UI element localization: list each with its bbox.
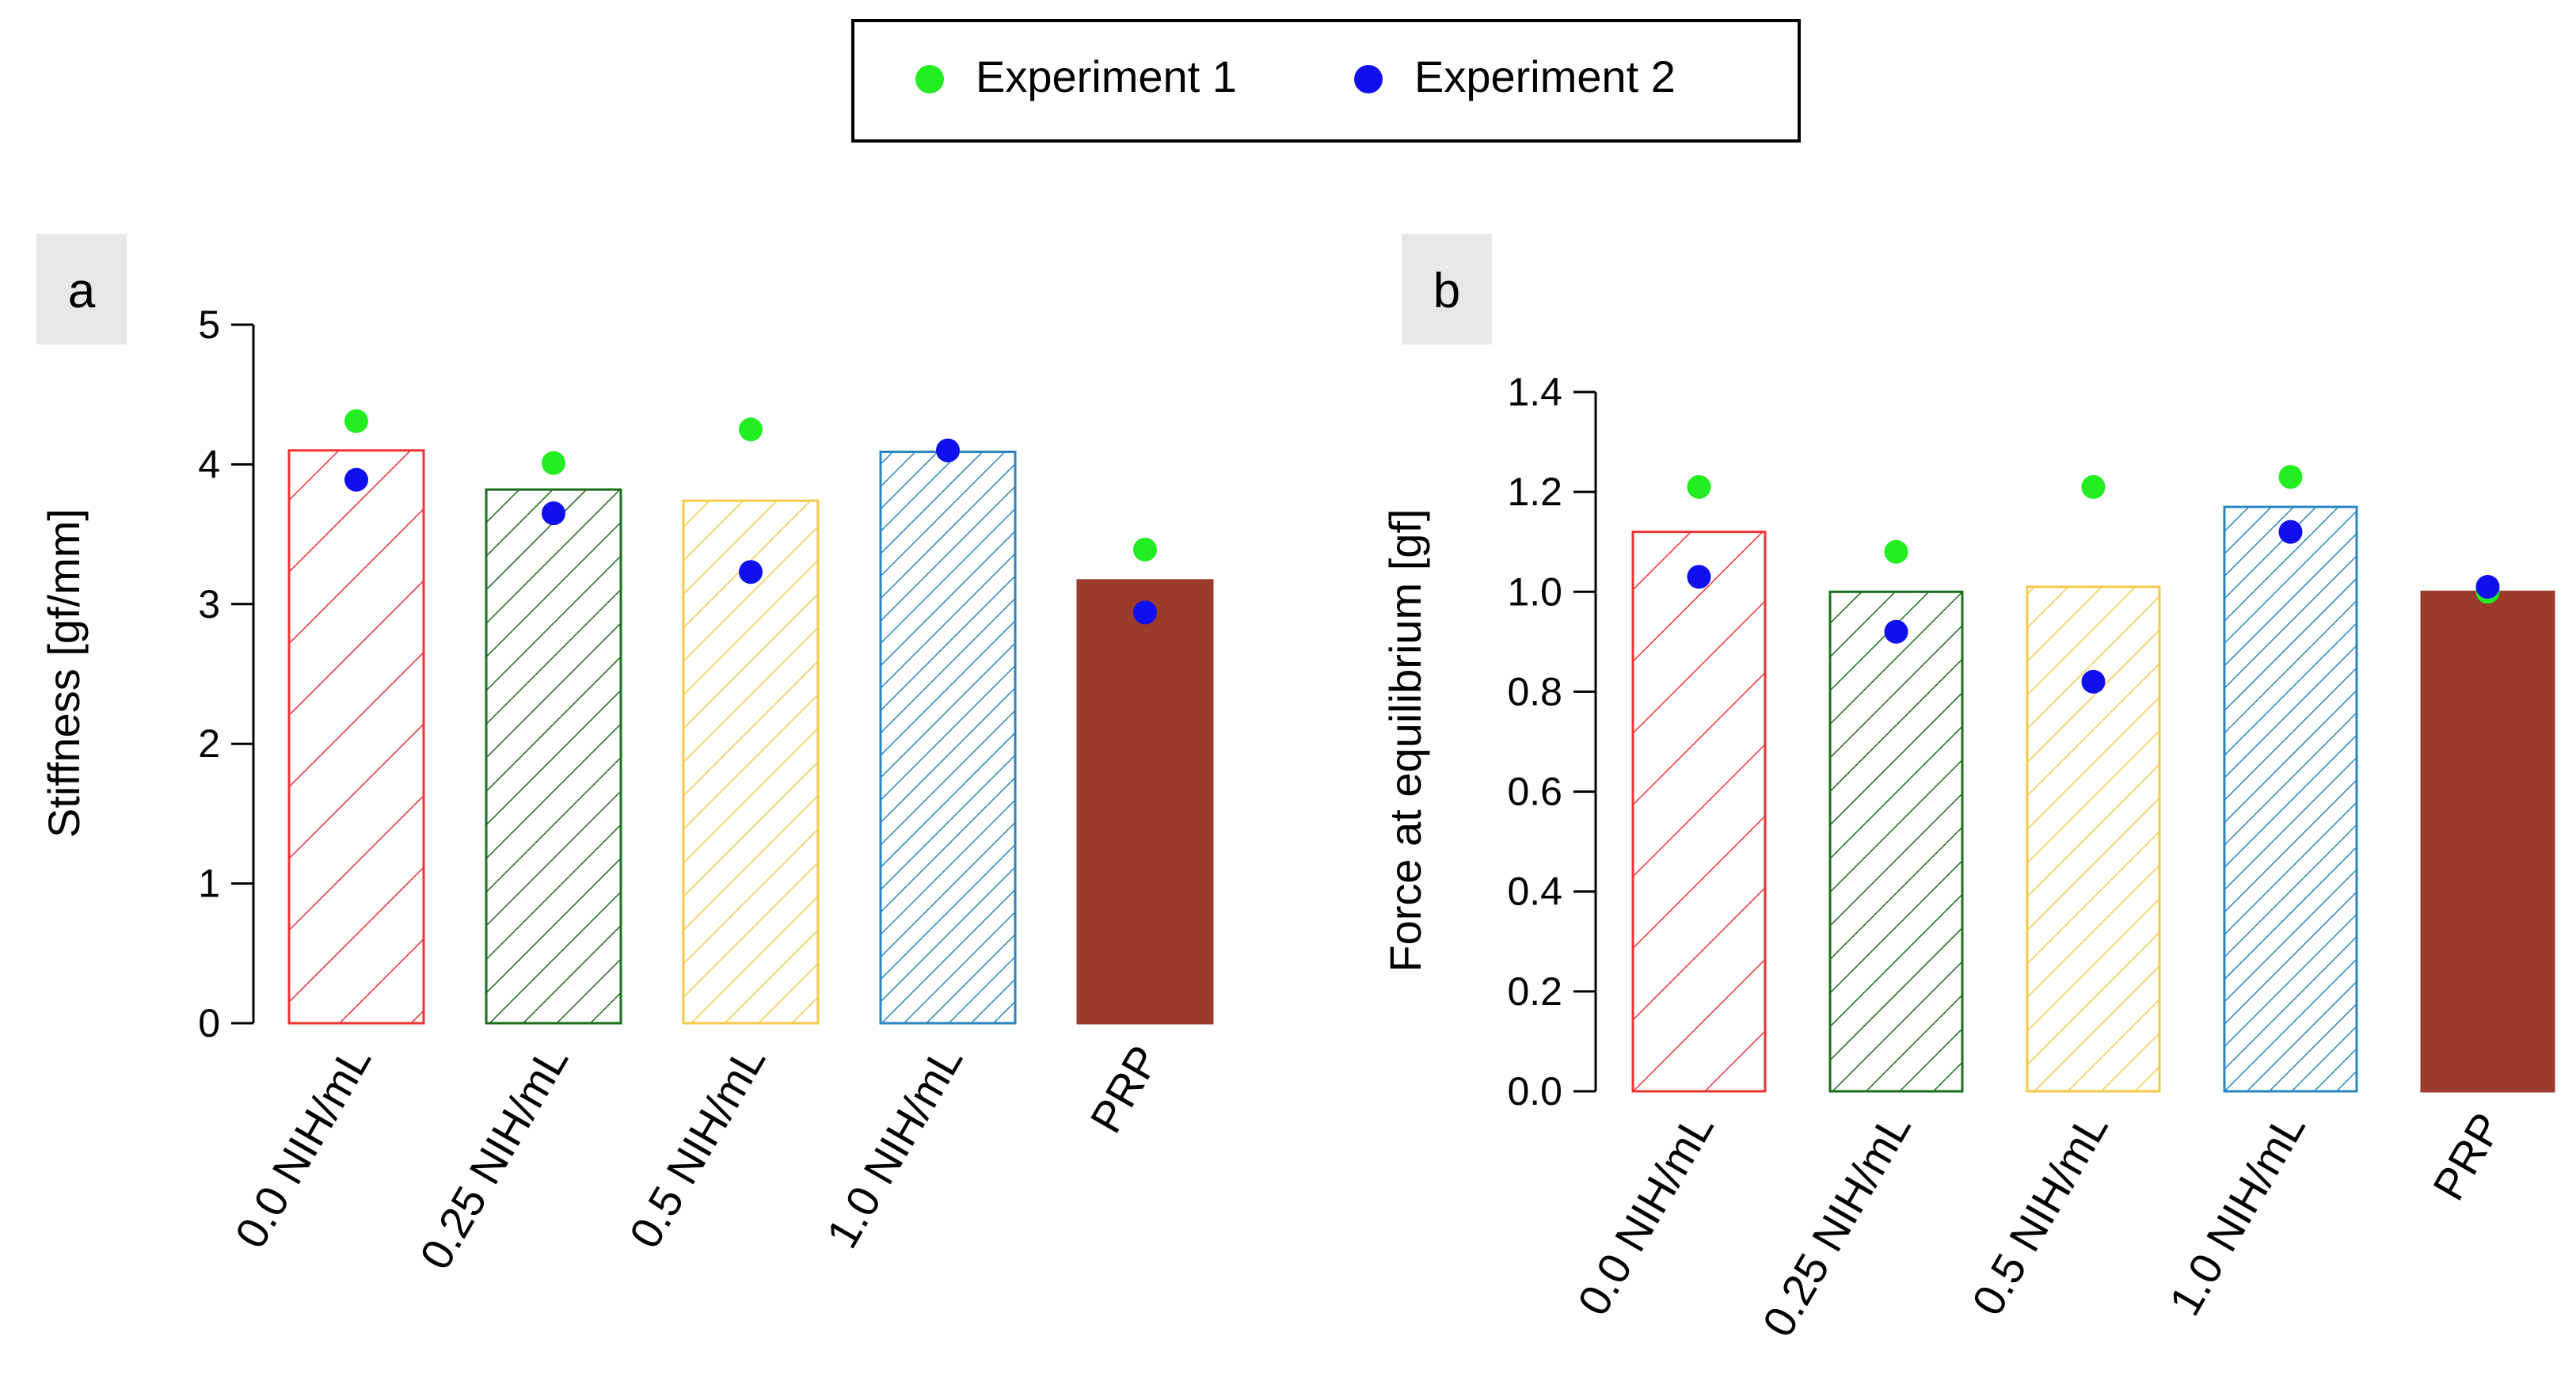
y-tick-label-a-3: 3 (198, 582, 220, 626)
panel-label-a-box (36, 234, 127, 344)
legend-marker-experiment-2 (1354, 65, 1383, 93)
y-tick-label-b-6: 1.2 (1507, 470, 1562, 514)
y-tick-label-b-1: 0.2 (1507, 969, 1562, 1014)
y-tick-label-a-5: 5 (198, 303, 220, 347)
y-tick-label-a-1: 1 (198, 862, 220, 906)
point-a-experiment-1-4 (1133, 538, 1157, 562)
point-a-experiment-1-2 (739, 417, 763, 442)
point-a-experiment-2-4 (1133, 600, 1157, 625)
point-a-experiment-2-1 (542, 501, 565, 526)
x-tick-label-a-2: 0.5 NIH/mL (619, 1037, 774, 1257)
bar-a-prp (1076, 579, 1214, 1025)
x-tick-label-b-4: PRP (2423, 1105, 2512, 1209)
point-a-experiment-2-0 (344, 467, 368, 492)
x-tick-label-a-4: PRP (1080, 1037, 1169, 1141)
legend-marker-experiment-1 (915, 65, 944, 93)
point-a-experiment-1-0 (344, 409, 368, 433)
point-a-experiment-2-2 (739, 560, 763, 584)
y-axis-label-b: Force at equilibrium [gf] (1380, 508, 1430, 972)
x-tick-label-b-2: 0.5 NIH/mL (1962, 1105, 2117, 1324)
bar-b-1-0-nih-ml (2223, 505, 2358, 1093)
point-b-experiment-1-2 (2081, 474, 2106, 499)
y-tick-label-b-4: 0.8 (1507, 669, 1562, 714)
legend-label-experiment-1: Experiment 1 (976, 51, 1237, 101)
point-b-experiment-1-3 (2278, 465, 2303, 489)
panel-a: a Stiffness [gf/mm] 0 1 2 3 4 5 0.0 NIH/mL 0.25… (36, 234, 1214, 1278)
point-b-experiment-1-1 (1884, 539, 1908, 564)
point-b-experiment-1-0 (1687, 474, 1711, 499)
x-tick-label-b-0: 0.0 NIH/mL (1568, 1105, 1723, 1324)
y-tick-label-b-3: 0.6 (1507, 770, 1562, 814)
y-axis-label-a: Stiffness [gf/mm] (39, 508, 89, 838)
x-tick-label-a-0: 0.0 NIH/mL (225, 1037, 380, 1257)
panel-b: b Force at equilibrium [gf] 0.0 0.2 0.4 0.6… (1380, 234, 2555, 1346)
x-tick-label-a-3: 1.0 NIH/mL (816, 1037, 972, 1257)
y-tick-label-a-0: 0 (198, 1001, 220, 1045)
y-tick-label-a-4: 4 (198, 442, 220, 486)
point-b-experiment-2-4 (2475, 574, 2500, 599)
bar-a-0-5-nih-ml (682, 499, 820, 1025)
point-a-experiment-2-3 (936, 438, 960, 462)
bar-a-1-0-nih-ml (879, 451, 1017, 1025)
y-tick-label-b-7: 1.4 (1507, 370, 1562, 414)
legend: Experiment 1 Experiment 2 (851, 19, 1801, 143)
x-tick-label-b-1: 0.25 NIH/mL (1752, 1105, 1920, 1346)
point-b-experiment-2-1 (1884, 619, 1908, 644)
panel-label-b-box (1402, 234, 1492, 344)
panel-label-b: b (1433, 264, 1460, 318)
y-tick-label-a-2: 2 (198, 721, 220, 766)
bar-b-0-25-nih-ml (1828, 590, 1964, 1093)
plot-area-a: 0 1 2 3 4 5 0.0 NIH/mL 0.25 NIH/mL 0.5 NIH/mL 1.0… (198, 303, 1214, 1278)
point-b-experiment-2-3 (2278, 520, 2303, 544)
bar-b-prp (2420, 590, 2555, 1093)
point-b-experiment-2-2 (2081, 669, 2106, 694)
bar-b-0-5-nih-ml (2026, 585, 2161, 1093)
panel-label-a: a (68, 264, 96, 318)
bar-a-0-25-nih-ml (485, 488, 622, 1025)
y-tick-label-b-2: 0.4 (1507, 870, 1562, 914)
bar-b-0-0-nih-ml (1631, 531, 1767, 1093)
x-tick-label-b-3: 1.0 NIH/mL (2159, 1105, 2315, 1324)
point-a-experiment-1-1 (542, 451, 565, 475)
x-tick-label-a-1: 0.25 NIH/mL (410, 1037, 578, 1278)
legend-box (851, 19, 1801, 143)
plot-area-b: 0.0 0.2 0.4 0.6 0.8 1.0 1.2 1.4 0.0 NIH/mL 0.25 N… (1507, 370, 2555, 1346)
y-tick-label-b-5: 1.0 (1507, 569, 1562, 614)
point-b-experiment-2-0 (1687, 565, 1711, 589)
legend-label-experiment-2: Experiment 2 (1414, 51, 1676, 101)
y-tick-label-b-0: 0.0 (1507, 1069, 1562, 1113)
bar-a-0-0-nih-ml (287, 449, 425, 1025)
